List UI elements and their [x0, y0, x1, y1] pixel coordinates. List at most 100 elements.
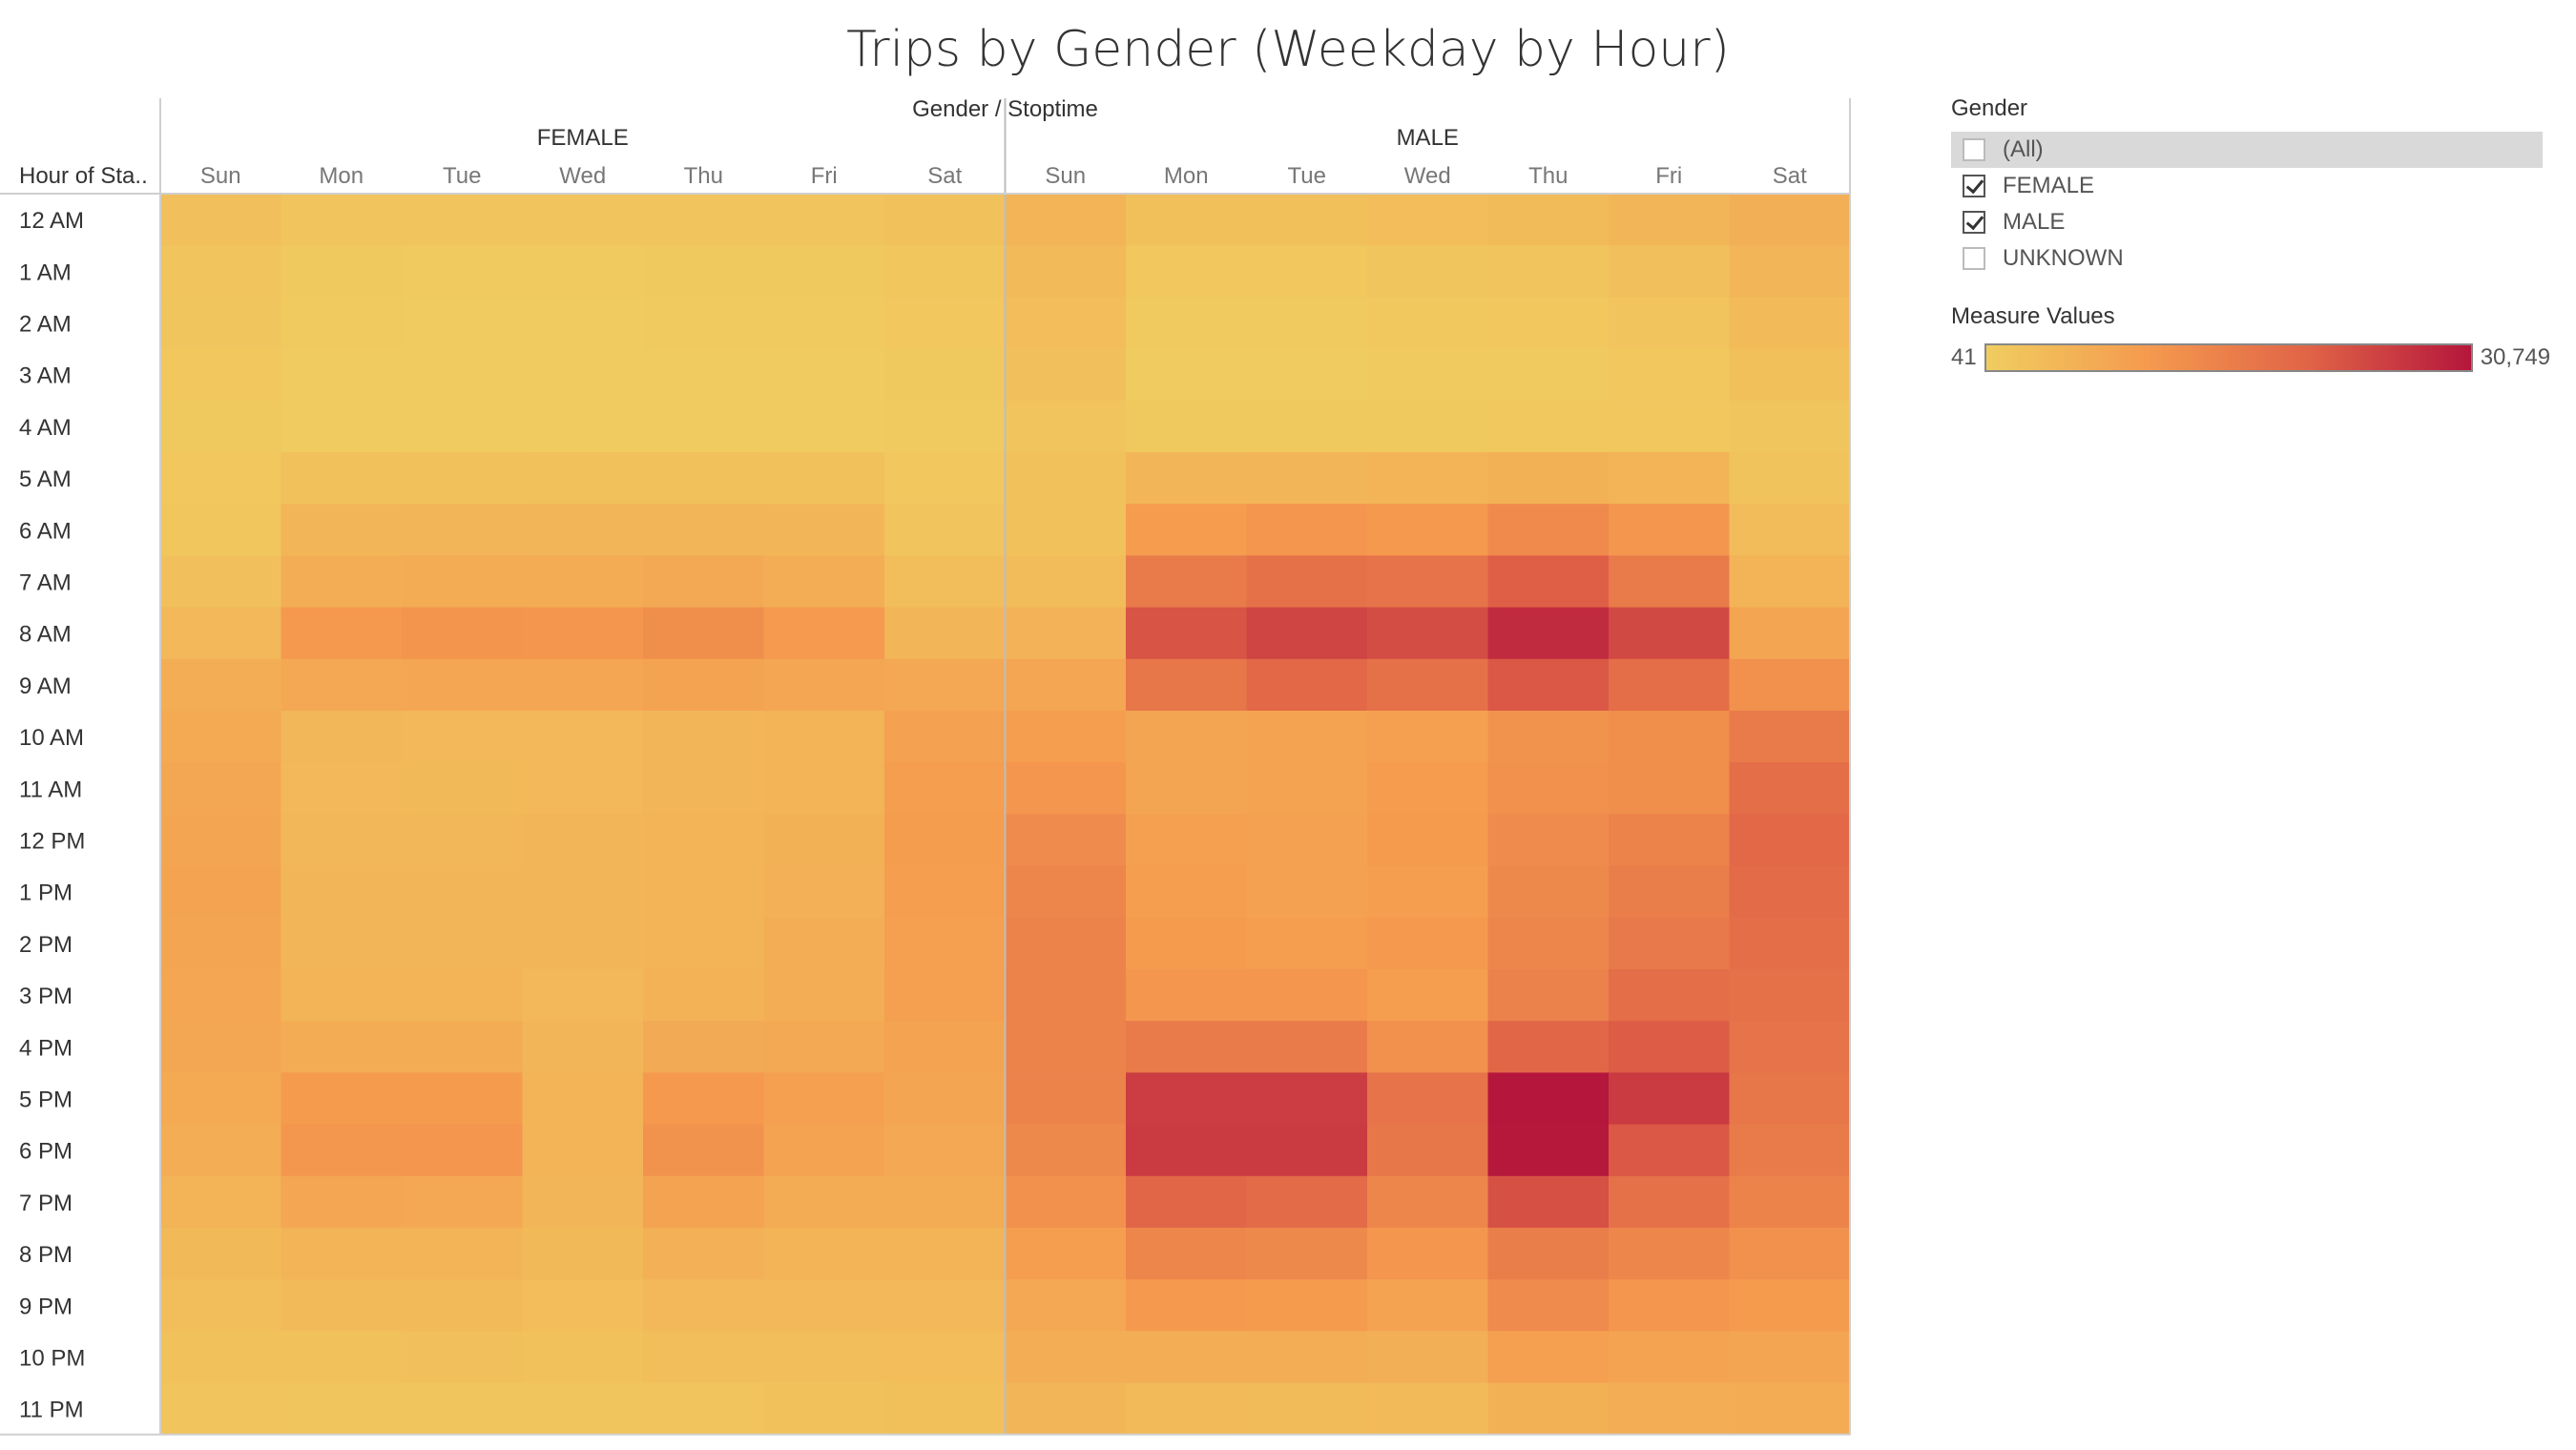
heatmap-cell [522, 1228, 644, 1280]
heatmap-cell [160, 814, 282, 867]
filter-item-female[interactable]: FEMALE [1951, 168, 2543, 204]
heatmap-cell [1126, 658, 1248, 712]
heatmap-cell [402, 452, 524, 505]
heatmap-cell [160, 194, 282, 246]
heatmap-cell [1126, 400, 1248, 453]
heatmap-cell [1126, 1331, 1248, 1384]
heatmap-cell [763, 194, 885, 246]
heatmap-cell [1367, 1124, 1489, 1177]
heatmap-cell [1609, 1175, 1731, 1229]
heatmap-cell [1729, 504, 1851, 556]
heatmap-cell [1005, 1279, 1127, 1332]
heatmap-cell [1005, 1021, 1127, 1073]
heatmap-cell [160, 969, 282, 1022]
heatmap-cell [1246, 1382, 1368, 1436]
heatmap-cell [763, 1279, 885, 1332]
heatmap-cell [402, 245, 524, 298]
heatmap-cell [160, 245, 282, 298]
heatmap-cell [1005, 400, 1127, 453]
heatmap-cell [402, 348, 524, 402]
hour-label: 9 AM [19, 673, 72, 699]
day-label: Wed [1404, 163, 1451, 189]
heatmap-cell [1005, 865, 1127, 919]
heatmap-cell [884, 865, 1007, 919]
heatmap-cell [643, 658, 765, 712]
heatmap-cell [1246, 762, 1368, 815]
hour-label: 5 PM [19, 1088, 73, 1113]
heatmap-cell [1487, 762, 1610, 815]
checkbox-icon[interactable] [1963, 138, 1985, 161]
heatmap-cell [1487, 607, 1610, 660]
heatmap-cell [522, 1331, 644, 1384]
hour-label: 7 AM [19, 570, 72, 596]
heatmap-cell [402, 607, 524, 660]
heatmap-cell [280, 245, 403, 298]
hour-label: 1 AM [19, 259, 72, 285]
heatmap-cell [884, 245, 1007, 298]
heatmap-cell [643, 1279, 765, 1332]
heatmap-cell [160, 555, 282, 609]
heatmap-cell [1487, 400, 1610, 453]
heatmap-cell [763, 245, 885, 298]
heatmap-cell [1729, 865, 1851, 919]
heatmap-cell [643, 1331, 765, 1384]
heatmap-cell [1367, 504, 1489, 556]
heatmap-cell [280, 297, 403, 350]
checkbox-icon[interactable] [1963, 175, 1985, 197]
heatmap-cell [1487, 194, 1610, 246]
heatmap-cell [402, 865, 524, 919]
heatmap-cell [522, 297, 644, 350]
heatmap-cell [522, 607, 644, 660]
heatmap-cell [884, 452, 1007, 505]
heatmap-cell [884, 1175, 1007, 1229]
hour-label: 3 PM [19, 984, 73, 1009]
heatmap-cell [884, 762, 1007, 815]
heatmap-cell [1367, 1228, 1489, 1280]
checkbox-icon[interactable] [1963, 247, 1985, 270]
heatmap-cell [763, 348, 885, 402]
heatmap-cell [1005, 1175, 1127, 1229]
heatmap-cell [1126, 711, 1248, 763]
heatmap-cell [1487, 917, 1610, 970]
heatmap-cell [522, 348, 644, 402]
heatmap-cell [280, 917, 403, 970]
day-label: Sun [200, 163, 241, 189]
heatmap-cell [1126, 1175, 1248, 1229]
heatmap-cell [1005, 814, 1127, 867]
filter-item-unknown[interactable]: UNKNOWN [1951, 240, 2543, 277]
heatmap-cell [1729, 917, 1851, 970]
heatmap-cell [522, 452, 644, 505]
heatmap-cell [1005, 452, 1127, 505]
filter-item-male[interactable]: MALE [1951, 204, 2543, 240]
checkbox-icon[interactable] [1963, 211, 1985, 234]
day-label: Tue [443, 163, 481, 189]
heatmap-cell [1005, 504, 1127, 556]
heatmap-cell [643, 607, 765, 660]
heatmap-cell [884, 194, 1007, 246]
heatmap-cell [1126, 1072, 1248, 1126]
heatmap-cell [1126, 814, 1248, 867]
heatmap-cell [1005, 1072, 1127, 1126]
heatmap-cell [280, 1279, 403, 1332]
heatmap-cell [1367, 400, 1489, 453]
heatmap-cell [1487, 1072, 1610, 1126]
heatmap-cell [1609, 297, 1731, 350]
heatmap-cell [763, 297, 885, 350]
heatmap-cell [160, 1382, 282, 1436]
heatmap-cell [1246, 297, 1368, 350]
filter-item-all[interactable]: (All) [1951, 132, 2543, 168]
heatmap-cell [1367, 1331, 1489, 1384]
heatmap-cell [1246, 452, 1368, 505]
filter-item-label: MALE [2003, 209, 2066, 235]
heatmap-cell [884, 1072, 1007, 1126]
heatmap-cell [643, 1124, 765, 1177]
heatmap-cell [1246, 504, 1368, 556]
filter-item-label: (All) [2003, 136, 2044, 162]
hour-label: 10 PM [19, 1346, 85, 1372]
heatmap-cell [884, 1021, 1007, 1073]
day-label: Mon [1164, 163, 1209, 189]
heatmap-cell [1609, 658, 1731, 712]
heatmap-cell [280, 504, 403, 556]
heatmap-cell [1126, 348, 1248, 402]
heatmap-cell [884, 917, 1007, 970]
